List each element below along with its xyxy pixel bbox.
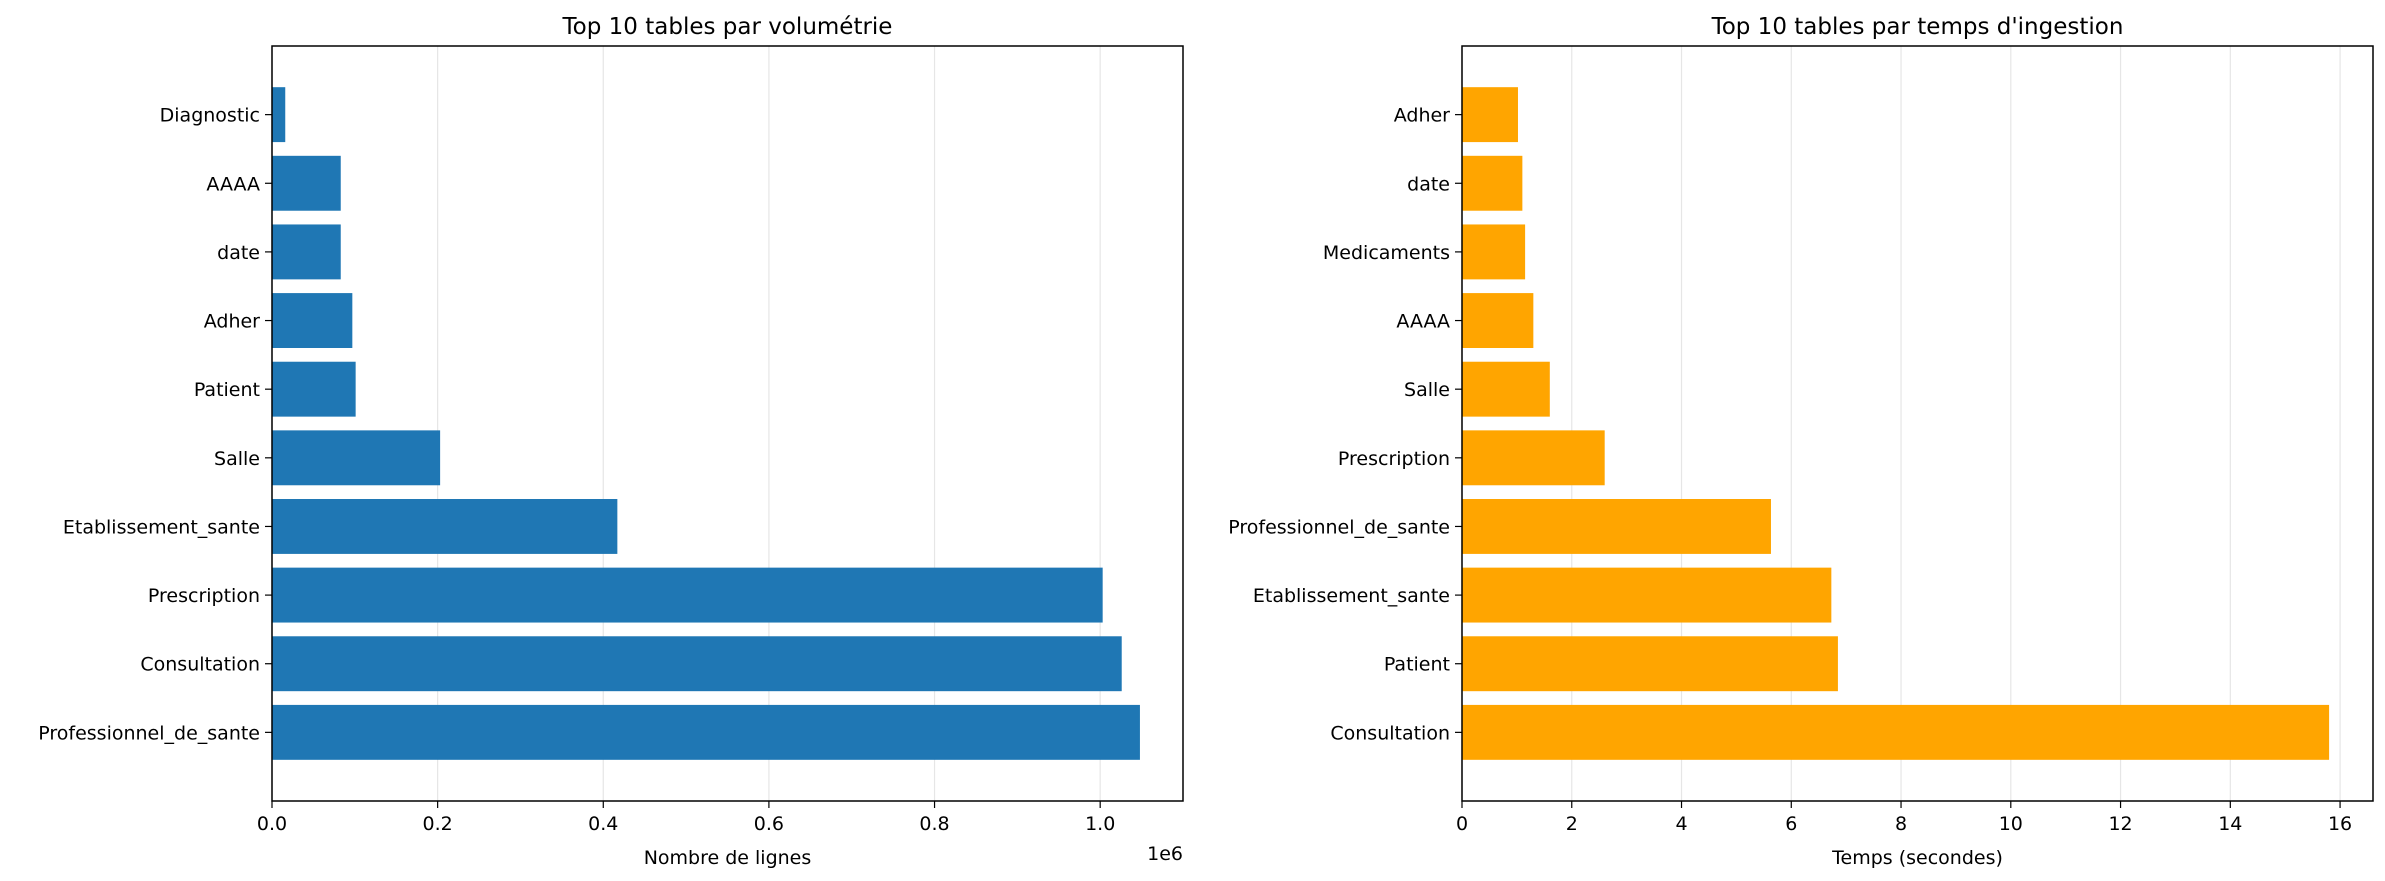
y-tick-label: Professionnel_de_sante [1228, 516, 1450, 538]
chart-title: Top 10 tables par temps d'ingestion [1711, 14, 2124, 40]
bar [1462, 224, 1526, 280]
bar [272, 293, 353, 348]
bar [272, 87, 286, 143]
x-tick-label: 0.2 [423, 813, 453, 835]
bar [272, 155, 341, 211]
y-tick-label: Salle [214, 448, 260, 470]
y-tick-label: Diagnostic [160, 105, 260, 127]
y-tick-label: Etablissement_sante [1253, 585, 1450, 607]
bar [1462, 361, 1550, 417]
x-tick-label: 4 [1675, 813, 1687, 835]
x-tick-label: 1.0 [1085, 813, 1115, 835]
y-tick-label: Adher [204, 311, 260, 333]
y-tick-label: Patient [194, 379, 260, 401]
x-tick-label: 16 [2328, 813, 2352, 835]
bar [272, 567, 1103, 623]
bar [1462, 430, 1605, 486]
ingestion-time-chart: 0 2 4 6 8 10 12 14 16 Consultation Patient Etabliss… [1228, 14, 2374, 869]
bar [1462, 293, 1534, 348]
y-tick-label: Etablissement_sante [63, 516, 260, 538]
bar [1462, 636, 1838, 692]
bar [1462, 499, 1771, 554]
y-tick-label: AAAA [1396, 311, 1450, 333]
y-tick-label: Salle [1404, 379, 1450, 401]
bar [1462, 155, 1523, 211]
x-tick-label: 0 [1456, 813, 1468, 835]
x-tick-label: 2 [1566, 813, 1578, 835]
y-tick-label: Consultation [140, 654, 260, 676]
x-tick-label: 8 [1895, 813, 1907, 835]
y-tick-label: Consultation [1330, 722, 1450, 744]
x-tick-label: 14 [2218, 813, 2242, 835]
bar [1462, 704, 2330, 760]
y-tick-label: AAAA [206, 173, 260, 195]
x-tick-label: 0.0 [257, 813, 287, 835]
plot-frame [271, 45, 1184, 802]
x-axis-offset-label: 1e6 [1147, 843, 1183, 865]
x-tick-label: 0.6 [754, 813, 784, 835]
x-tick-label: 10 [1999, 813, 2023, 835]
x-axis-label: Temps (secondes) [1831, 847, 2003, 869]
x-tick-label: 0.8 [919, 813, 949, 835]
y-tick-label: date [217, 242, 260, 264]
y-tick-label: Professionnel_de_sante [38, 722, 260, 744]
bar [272, 636, 1122, 692]
plot-frame [1461, 45, 2374, 802]
x-tick-label: 0.4 [588, 813, 618, 835]
chart-title: Top 10 tables par volumétrie [562, 14, 893, 40]
y-tick-label: Patient [1384, 654, 1450, 676]
bar [1462, 87, 1518, 143]
y-tick-label: Prescription [1338, 448, 1450, 470]
x-axis-label: Nombre de lignes [644, 847, 812, 869]
x-tick-label: 12 [2108, 813, 2132, 835]
bar [1462, 567, 1832, 623]
y-tick-label: Medicaments [1323, 242, 1450, 264]
y-tick-label: Prescription [148, 585, 260, 607]
bar [272, 361, 356, 417]
bar [272, 499, 618, 554]
volumetry-chart: 0.0 0.2 0.4 0.6 0.8 1.0 Professionnel_de_sante… [38, 14, 1184, 869]
y-tick-label: date [1407, 173, 1450, 195]
y-tick-label: Adher [1394, 105, 1450, 127]
bar [272, 704, 1140, 760]
x-tick-label: 6 [1785, 813, 1797, 835]
bar [272, 224, 341, 280]
bar [272, 430, 441, 486]
